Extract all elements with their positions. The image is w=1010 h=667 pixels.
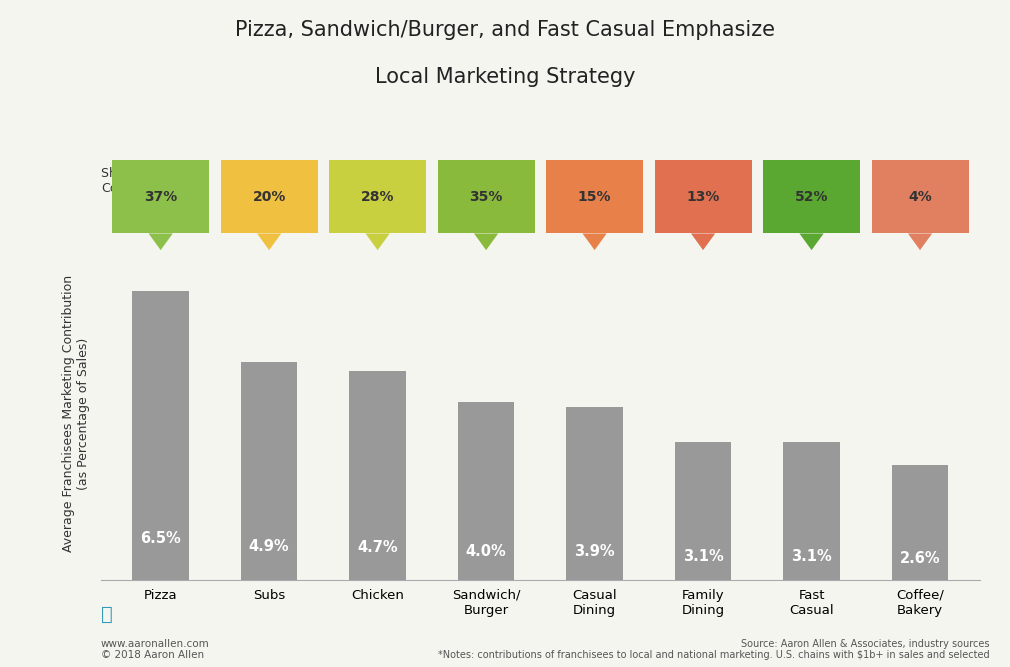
- Text: 52%: 52%: [795, 190, 828, 203]
- Bar: [458, 402, 514, 580]
- Text: 4.0%: 4.0%: [466, 544, 506, 559]
- Bar: [784, 442, 839, 580]
- Text: 20%: 20%: [252, 190, 286, 203]
- Bar: [892, 465, 948, 580]
- Text: Local Marketing Strategy: Local Marketing Strategy: [375, 67, 635, 87]
- Text: Share of Local
Contribution:: Share of Local Contribution:: [101, 167, 190, 195]
- Text: 3.9%: 3.9%: [575, 544, 615, 560]
- Text: 13%: 13%: [687, 190, 720, 203]
- Text: 🌐: 🌐: [101, 605, 113, 624]
- Text: 3.1%: 3.1%: [683, 549, 723, 564]
- Text: 37%: 37%: [144, 190, 178, 203]
- Text: 15%: 15%: [578, 190, 611, 203]
- Bar: [349, 372, 406, 580]
- Y-axis label: Average Franchisees Marketing Contribution
(as Percentage of Sales): Average Franchisees Marketing Contributi…: [62, 275, 90, 552]
- Text: www.aaronallen.com
© 2018 Aaron Allen: www.aaronallen.com © 2018 Aaron Allen: [101, 639, 210, 660]
- Text: 4.9%: 4.9%: [248, 539, 290, 554]
- Text: 6.5%: 6.5%: [140, 531, 181, 546]
- Text: 4%: 4%: [908, 190, 932, 203]
- Text: Source: Aaron Allen & Associates, industry sources
*Notes: contributions of fran: Source: Aaron Allen & Associates, indust…: [438, 639, 990, 660]
- Text: 3.1%: 3.1%: [791, 549, 832, 564]
- Bar: [132, 291, 189, 580]
- Text: Pizza, Sandwich/Burger, and Fast Casual Emphasize: Pizza, Sandwich/Burger, and Fast Casual …: [235, 20, 775, 40]
- Text: 35%: 35%: [470, 190, 503, 203]
- Text: 28%: 28%: [361, 190, 394, 203]
- Bar: [241, 362, 297, 580]
- Text: 4.7%: 4.7%: [358, 540, 398, 555]
- Bar: [675, 442, 731, 580]
- Bar: [567, 407, 623, 580]
- Text: 2.6%: 2.6%: [900, 552, 940, 566]
